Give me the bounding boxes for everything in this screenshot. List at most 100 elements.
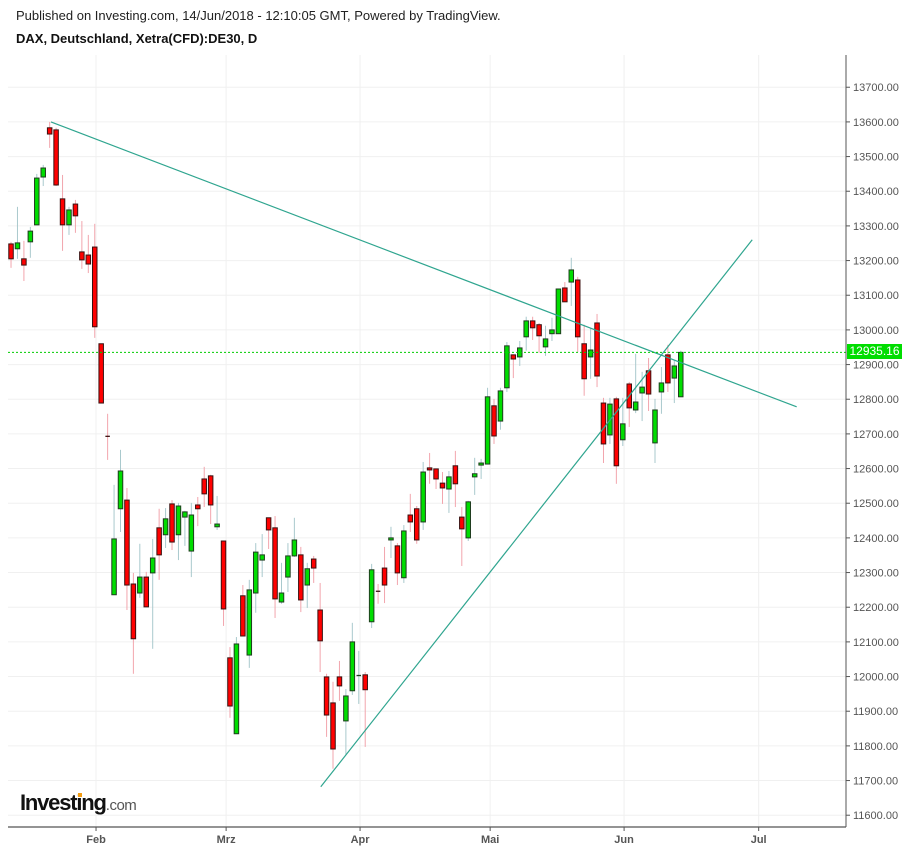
y-axis-label: 12400.00 [853, 533, 899, 545]
candle [407, 493, 414, 532]
y-axis-label: 12000.00 [853, 672, 899, 684]
candle [381, 546, 388, 604]
logo-accent-icon [78, 793, 82, 797]
candle [156, 508, 162, 580]
y-axis-label: 12800.00 [853, 394, 899, 406]
candle-body [381, 567, 388, 586]
y-axis-label: 13400.00 [853, 186, 899, 198]
candle [478, 458, 484, 479]
grid [8, 55, 846, 827]
candle [394, 543, 401, 586]
candle [66, 206, 72, 235]
candles [8, 121, 684, 769]
y-axis[interactable]: 13700.00 13600.00 13500.00 13400.00 13300.00… [846, 82, 899, 822]
candle [658, 366, 665, 414]
candle [214, 495, 220, 530]
candle-body [594, 322, 600, 377]
candle [446, 470, 452, 513]
candle-body [439, 482, 446, 489]
candle [149, 538, 156, 649]
candle-body [323, 676, 330, 716]
candle [188, 502, 195, 578]
candle-body [8, 243, 14, 260]
candle-body [220, 540, 227, 610]
candle-body [574, 279, 581, 338]
candle [137, 543, 143, 598]
candle [574, 276, 581, 353]
candle-body [665, 354, 671, 384]
candle [375, 583, 381, 604]
candle [362, 672, 368, 747]
x-axis[interactable]: Feb Mrz Apr Mai Jun Jul [86, 827, 767, 846]
x-axis-label-jul: Jul [751, 834, 767, 846]
candle [79, 221, 85, 269]
candle [356, 650, 362, 704]
y-axis-label: 12100.00 [853, 637, 899, 649]
candle-body [420, 471, 426, 523]
candle-body [407, 514, 414, 523]
trend-line-falling-resistance[interactable] [50, 121, 797, 408]
candle [678, 350, 684, 398]
candle [665, 344, 671, 392]
candle-body [504, 345, 510, 389]
candle [14, 206, 21, 259]
candle-body [349, 641, 356, 692]
candle [401, 525, 407, 583]
candle-body [59, 198, 66, 226]
candle [201, 466, 207, 508]
candle [162, 508, 169, 548]
candle [433, 468, 439, 490]
logo-suffix: .com [105, 797, 137, 814]
candle-body [613, 398, 620, 467]
candle [471, 457, 478, 495]
candle [413, 505, 420, 544]
y-axis-label: 11700.00 [853, 776, 898, 788]
candle [439, 472, 446, 504]
y-axis-label: 12700.00 [853, 429, 899, 441]
x-axis-label-apr: Apr [351, 834, 371, 846]
candle [323, 673, 330, 737]
y-axis-label: 13600.00 [853, 117, 899, 129]
candle-body [645, 370, 652, 395]
candle-body [285, 555, 291, 578]
candle [517, 340, 523, 366]
candle [124, 487, 130, 610]
candle-body [182, 511, 188, 518]
candle [491, 398, 497, 444]
y-axis-label: 12300.00 [853, 568, 899, 580]
candle-body [555, 288, 562, 335]
candle-body [536, 324, 542, 337]
candle [252, 543, 259, 613]
candle-body [310, 558, 317, 569]
candle-body [79, 251, 85, 261]
y-axis-label: 12500.00 [853, 498, 899, 510]
candle [278, 562, 285, 604]
candle [240, 585, 246, 637]
trend-line-rising-support[interactable] [320, 239, 753, 788]
candle-body [291, 539, 298, 557]
candle-body [272, 527, 278, 600]
candle [504, 342, 510, 392]
candle-body [40, 167, 46, 178]
current-price-badge: 12935.16 [847, 344, 902, 360]
candle-body [137, 576, 143, 594]
y-axis-label: 13700.00 [853, 82, 899, 94]
candle-body [568, 269, 575, 283]
candle-body [452, 465, 459, 485]
candle-body [27, 230, 34, 243]
candle-body [298, 554, 304, 601]
candle-body [317, 609, 323, 642]
candle-body [330, 702, 336, 750]
candle-body [240, 595, 246, 637]
candle-body [259, 554, 265, 561]
candle [285, 543, 291, 592]
x-axis-label-mai: Mai [481, 834, 499, 846]
candle [594, 313, 600, 388]
candle-body [652, 409, 658, 444]
candle-body [549, 329, 555, 335]
candle [130, 572, 137, 674]
candle-body [246, 589, 253, 656]
candle [420, 461, 426, 530]
candle-body [278, 592, 285, 603]
